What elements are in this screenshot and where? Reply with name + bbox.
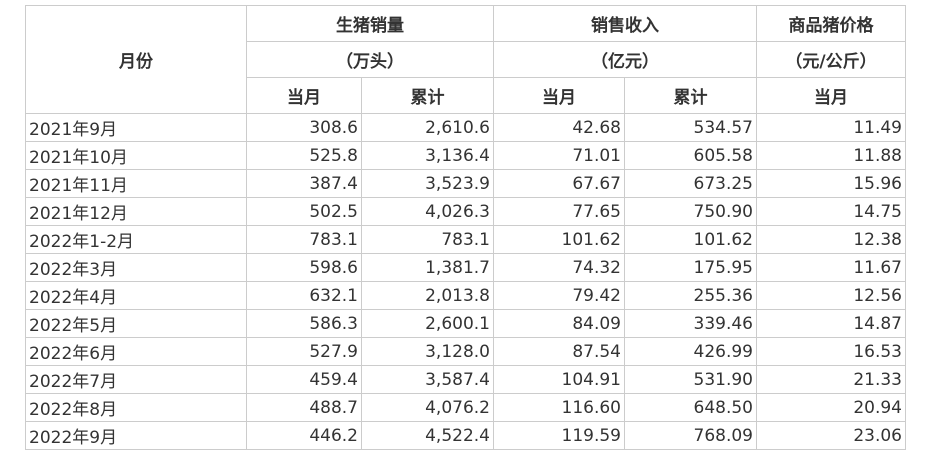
cell-price-current: 23.06 [756, 421, 906, 450]
cell-revenue-current: 119.59 [493, 421, 625, 450]
cell-sales-cumulative: 2,600.1 [361, 309, 494, 338]
cell-sales-current: 632.1 [246, 281, 362, 310]
cell-revenue-current: 116.60 [493, 393, 625, 422]
cell-revenue-cumulative: 768.09 [624, 421, 757, 450]
cell-month: 2021年12月 [25, 197, 247, 226]
cell-revenue-cumulative: 673.25 [624, 169, 757, 198]
cell-revenue-cumulative: 605.58 [624, 141, 757, 170]
cell-month: 2022年8月 [25, 393, 247, 422]
cell-price-current: 12.38 [756, 225, 906, 254]
cell-revenue-current: 77.65 [493, 197, 625, 226]
cell-revenue-current: 42.68 [493, 113, 625, 142]
table-row: 2021年10月 525.8 3,136.4 71.01 605.58 11.88 [25, 141, 906, 170]
cell-sales-cumulative: 3,136.4 [361, 141, 494, 170]
header-price-unit: （元/公斤） [756, 41, 906, 78]
cell-month: 2022年3月 [25, 253, 247, 282]
cell-month: 2022年6月 [25, 337, 247, 366]
cell-revenue-current: 74.32 [493, 253, 625, 282]
cell-sales-cumulative: 1,381.7 [361, 253, 494, 282]
header-revenue-current: 当月 [493, 77, 625, 114]
header-price: 商品猪价格 [756, 5, 906, 42]
header-sales: 生猪销量 [246, 5, 494, 42]
cell-revenue-current: 84.09 [493, 309, 625, 338]
table-row: 2022年3月 598.6 1,381.7 74.32 175.95 11.67 [25, 253, 906, 282]
cell-price-current: 16.53 [756, 337, 906, 366]
cell-revenue-cumulative: 255.36 [624, 281, 757, 310]
cell-sales-cumulative: 4,522.4 [361, 421, 494, 450]
cell-price-current: 15.96 [756, 169, 906, 198]
cell-sales-cumulative: 4,026.3 [361, 197, 494, 226]
table-row: 2021年12月 502.5 4,026.3 77.65 750.90 14.75 [25, 197, 906, 226]
cell-month: 2022年9月 [25, 421, 247, 450]
cell-price-current: 11.49 [756, 113, 906, 142]
cell-revenue-cumulative: 648.50 [624, 393, 757, 422]
cell-sales-cumulative: 2,013.8 [361, 281, 494, 310]
cell-revenue-cumulative: 339.46 [624, 309, 757, 338]
cell-revenue-cumulative: 426.99 [624, 337, 757, 366]
cell-month: 2022年5月 [25, 309, 247, 338]
cell-sales-current: 446.2 [246, 421, 362, 450]
cell-sales-current: 783.1 [246, 225, 362, 254]
cell-revenue-current: 104.91 [493, 365, 625, 394]
cell-sales-cumulative: 783.1 [361, 225, 494, 254]
cell-month: 2022年4月 [25, 281, 247, 310]
cell-revenue-current: 67.67 [493, 169, 625, 198]
cell-revenue-cumulative: 750.90 [624, 197, 757, 226]
cell-revenue-cumulative: 175.95 [624, 253, 757, 282]
table-row: 2022年5月 586.3 2,600.1 84.09 339.46 14.87 [25, 309, 906, 338]
cell-price-current: 14.75 [756, 197, 906, 226]
cell-sales-cumulative: 3,587.4 [361, 365, 494, 394]
header-sales-cumulative: 累计 [361, 77, 494, 114]
cell-sales-cumulative: 3,523.9 [361, 169, 494, 198]
cell-month: 2022年7月 [25, 365, 247, 394]
cell-month: 2021年9月 [25, 113, 247, 142]
cell-sales-current: 459.4 [246, 365, 362, 394]
cell-sales-current: 488.7 [246, 393, 362, 422]
table-row: 2022年7月 459.4 3,587.4 104.91 531.90 21.33 [25, 365, 906, 394]
header-revenue-unit: （亿元） [493, 41, 757, 78]
header-sales-unit: （万头） [246, 41, 494, 78]
cell-price-current: 20.94 [756, 393, 906, 422]
cell-sales-current: 308.6 [246, 113, 362, 142]
table-row: 2022年4月 632.1 2,013.8 79.42 255.36 12.56 [25, 281, 906, 310]
cell-month: 2021年11月 [25, 169, 247, 198]
cell-revenue-cumulative: 534.57 [624, 113, 757, 142]
cell-revenue-current: 101.62 [493, 225, 625, 254]
pig-sales-table: 月份 生猪销量 销售收入 商品猪价格 （万头） （亿元） （元/公斤） 当月 累… [25, 5, 906, 450]
cell-revenue-current: 71.01 [493, 141, 625, 170]
header-price-current: 当月 [756, 77, 906, 114]
table-row: 2022年6月 527.9 3,128.0 87.54 426.99 16.53 [25, 337, 906, 366]
cell-sales-current: 502.5 [246, 197, 362, 226]
table-row: 2022年1-2月 783.1 783.1 101.62 101.62 12.38 [25, 225, 906, 254]
cell-revenue-current: 87.54 [493, 337, 625, 366]
cell-price-current: 21.33 [756, 365, 906, 394]
cell-sales-current: 598.6 [246, 253, 362, 282]
cell-sales-current: 387.4 [246, 169, 362, 198]
cell-price-current: 12.56 [756, 281, 906, 310]
cell-sales-cumulative: 4,076.2 [361, 393, 494, 422]
cell-price-current: 11.88 [756, 141, 906, 170]
cell-revenue-current: 79.42 [493, 281, 625, 310]
cell-month: 2021年10月 [25, 141, 247, 170]
table-row: 2022年9月 446.2 4,522.4 119.59 768.09 23.06 [25, 421, 906, 450]
header-revenue: 销售收入 [493, 5, 757, 42]
cell-sales-cumulative: 3,128.0 [361, 337, 494, 366]
cell-sales-cumulative: 2,610.6 [361, 113, 494, 142]
cell-month: 2022年1-2月 [25, 225, 247, 254]
cell-sales-current: 586.3 [246, 309, 362, 338]
header-revenue-cumulative: 累计 [624, 77, 757, 114]
cell-price-current: 11.67 [756, 253, 906, 282]
table-row: 2021年9月 308.6 2,610.6 42.68 534.57 11.49 [25, 113, 906, 142]
cell-revenue-cumulative: 101.62 [624, 225, 757, 254]
cell-sales-current: 525.8 [246, 141, 362, 170]
table-row: 2021年11月 387.4 3,523.9 67.67 673.25 15.96 [25, 169, 906, 198]
cell-price-current: 14.87 [756, 309, 906, 338]
cell-sales-current: 527.9 [246, 337, 362, 366]
header-month: 月份 [25, 5, 247, 114]
cell-revenue-cumulative: 531.90 [624, 365, 757, 394]
table-row: 2022年8月 488.7 4,076.2 116.60 648.50 20.94 [25, 393, 906, 422]
header-sales-current: 当月 [246, 77, 362, 114]
